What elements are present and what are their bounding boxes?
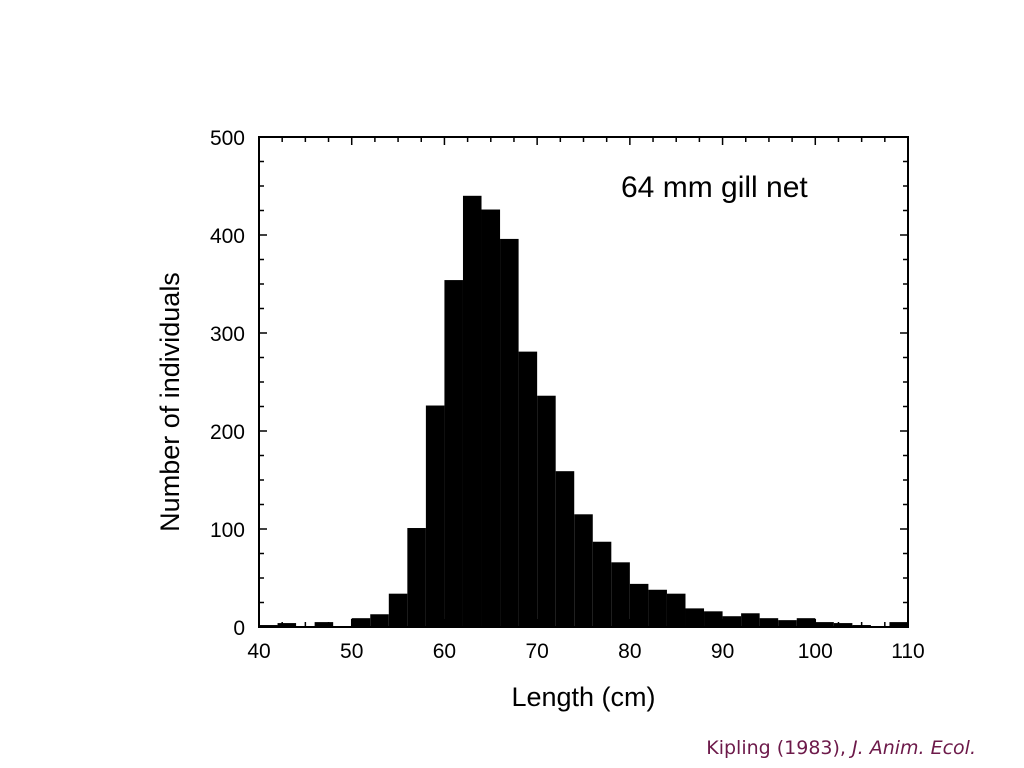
- citation: Kipling (1983), J. Anim. Ecol.: [706, 737, 976, 759]
- histogram-bar: [611, 562, 630, 627]
- histogram-bar: [815, 622, 834, 627]
- histogram-bar: [685, 608, 705, 627]
- histogram-bar: [444, 280, 463, 627]
- histogram-bar: [741, 613, 760, 627]
- histogram-bar: [778, 620, 797, 627]
- histogram-bar: [537, 395, 556, 627]
- x-tick-label: 110: [891, 640, 924, 663]
- histogram-bar: [574, 514, 593, 627]
- y-tick-label: 400: [210, 225, 245, 248]
- x-tick-label: 80: [618, 640, 641, 663]
- histogram-bar: [889, 622, 908, 627]
- histogram-bar: [500, 238, 519, 628]
- x-tick-label: 60: [433, 640, 456, 663]
- histogram-bar: [314, 622, 334, 627]
- chart-annotation: 64 mm gill net: [621, 171, 808, 204]
- y-axis-title: Number of individuals: [155, 272, 185, 532]
- x-axis-title: Length (cm): [511, 682, 655, 712]
- histogram-bar: [407, 528, 426, 627]
- histogram-bar: [555, 471, 575, 627]
- plot-frame: [258, 136, 909, 628]
- histogram-bar: [481, 209, 501, 627]
- x-tick-label: 70: [525, 640, 548, 663]
- histogram-bar: [666, 593, 686, 627]
- histogram-bar: [833, 623, 853, 627]
- histogram-bar: [351, 618, 371, 627]
- histogram-bar: [648, 589, 667, 627]
- x-tick-label: 100: [798, 640, 833, 663]
- tick-labels: 40 50 60 70 80 90 100 110 0 100 200 300 400 500: [210, 127, 925, 663]
- histogram-bar: [722, 616, 742, 627]
- histogram-bar: [462, 195, 482, 628]
- histogram-bar: [796, 618, 816, 627]
- y-tick-label: 200: [210, 421, 245, 444]
- bars: [259, 195, 908, 628]
- y-tick-label: 0: [233, 617, 245, 640]
- citation-author-year: Kipling (1983),: [706, 737, 853, 759]
- histogram-bar: [388, 593, 408, 627]
- histogram-bar: [518, 351, 538, 627]
- x-tick-label: 50: [340, 640, 363, 663]
- y-tick-label: 300: [210, 323, 245, 346]
- x-tick-label: 40: [247, 640, 270, 663]
- histogram-bar: [370, 614, 389, 627]
- y-tick-label: 500: [210, 127, 245, 150]
- y-tick-label: 100: [210, 519, 245, 542]
- histogram-bar: [425, 405, 445, 627]
- x-tick-label: 90: [711, 640, 734, 663]
- histogram-bar: [629, 583, 649, 627]
- histogram-bar: [592, 541, 612, 627]
- histogram-bar: [277, 623, 297, 627]
- histogram-bar: [704, 611, 723, 627]
- citation-journal: J. Anim. Ecol.: [852, 737, 976, 759]
